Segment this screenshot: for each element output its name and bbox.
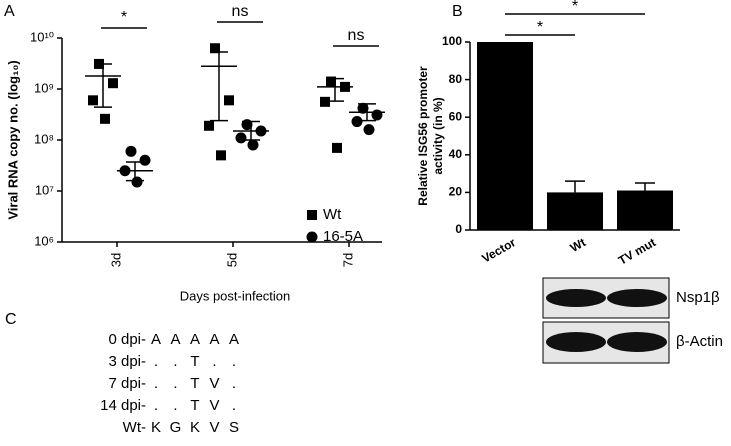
- x-axis-label: Days post-infection: [180, 288, 291, 303]
- blot-label: Nsp1β: [676, 289, 720, 306]
- row-label: Wt-: [123, 419, 146, 436]
- row-label: 3 dpi-: [108, 353, 146, 370]
- data-point: [88, 95, 98, 106]
- residue: K: [190, 419, 200, 436]
- row-label: 0 dpi-: [108, 331, 146, 348]
- x-tick-label: 7d: [340, 253, 355, 267]
- data-point: [357, 102, 369, 114]
- residue: S: [229, 419, 239, 436]
- y-tick-label: 60: [449, 109, 463, 123]
- residue: A: [209, 331, 219, 348]
- y-tick-label: 10⁶: [34, 233, 54, 248]
- x-tick-label: 5d: [224, 253, 239, 267]
- data-point: [371, 109, 383, 121]
- bar: [617, 190, 673, 230]
- data-point: [216, 150, 226, 161]
- residue: .: [154, 397, 158, 414]
- row-label: 7 dpi-: [108, 375, 146, 392]
- row-label: 14 dpi-: [100, 397, 146, 414]
- y-tick-label: 10⁸: [34, 131, 54, 146]
- panel-label: B: [452, 3, 463, 20]
- residue: .: [154, 353, 158, 370]
- data-point: [139, 154, 151, 166]
- y-tick-label: 100: [442, 34, 462, 48]
- residue: .: [173, 397, 177, 414]
- y-axis-label: activity (in %): [431, 97, 445, 174]
- data-point: [326, 76, 336, 87]
- significance-label: *: [572, 0, 578, 15]
- significance-label: *: [537, 19, 543, 36]
- y-tick-label: 20: [449, 185, 463, 199]
- residue: A: [229, 331, 239, 348]
- legend-label: 16-5A: [323, 228, 363, 245]
- data-point: [235, 132, 247, 144]
- panel-label: A: [4, 3, 15, 20]
- residue: V: [209, 375, 219, 392]
- x-tick-label: Vector: [479, 235, 518, 266]
- y-tick-label: 10⁹: [34, 80, 54, 95]
- blot-band: [607, 332, 667, 352]
- data-point: [108, 78, 118, 89]
- residue: V: [209, 397, 219, 414]
- data-point: [332, 142, 342, 153]
- y-tick-label: 0: [455, 222, 462, 236]
- y-axis-label: Viral RNA copy no. (log₁₀): [5, 60, 20, 219]
- residue: .: [154, 375, 158, 392]
- x-tick-label: TV mut: [616, 235, 658, 267]
- residue: .: [173, 375, 177, 392]
- residue: A: [151, 331, 161, 348]
- bar: [477, 42, 533, 230]
- residue: A: [190, 331, 200, 348]
- data-point: [210, 43, 220, 54]
- data-point: [204, 120, 214, 131]
- residue: K: [151, 419, 161, 436]
- legend-marker: [306, 231, 318, 243]
- data-point: [247, 139, 259, 151]
- data-point: [320, 96, 330, 107]
- data-point: [351, 116, 363, 128]
- y-tick-label: 40: [449, 147, 463, 161]
- residue: T: [190, 397, 199, 414]
- residue: T: [190, 375, 199, 392]
- data-point: [224, 95, 234, 106]
- blot-label: β-Actin: [676, 333, 723, 350]
- data-point: [363, 124, 375, 136]
- legend-label: Wt: [323, 206, 342, 223]
- blot-band: [546, 289, 606, 307]
- residue: .: [212, 353, 216, 370]
- panel-label: C: [5, 311, 17, 328]
- residue: .: [232, 397, 236, 414]
- x-tick-label: 3d: [108, 253, 123, 267]
- residue: .: [173, 353, 177, 370]
- y-tick-label: 10¹⁰: [30, 29, 54, 44]
- blot-band: [607, 289, 667, 307]
- significance-label: ns: [348, 27, 365, 44]
- significance-label: ns: [232, 3, 249, 20]
- x-tick-label: Wt: [568, 235, 588, 255]
- y-tick-label: 80: [449, 72, 463, 86]
- residue: A: [170, 331, 180, 348]
- residue: .: [232, 375, 236, 392]
- residue: G: [170, 419, 182, 436]
- bar: [547, 192, 603, 230]
- y-axis-label: Relative ISG56 promoter: [416, 66, 430, 206]
- data-point: [100, 113, 110, 124]
- significance-label: *: [121, 9, 127, 26]
- data-point: [131, 176, 143, 188]
- residue: V: [209, 419, 219, 436]
- residue: .: [232, 353, 236, 370]
- blot-band: [546, 332, 606, 352]
- residue: T: [190, 353, 199, 370]
- data-point: [125, 145, 137, 157]
- y-tick-label: 10⁷: [35, 182, 54, 197]
- legend-marker: [307, 210, 317, 220]
